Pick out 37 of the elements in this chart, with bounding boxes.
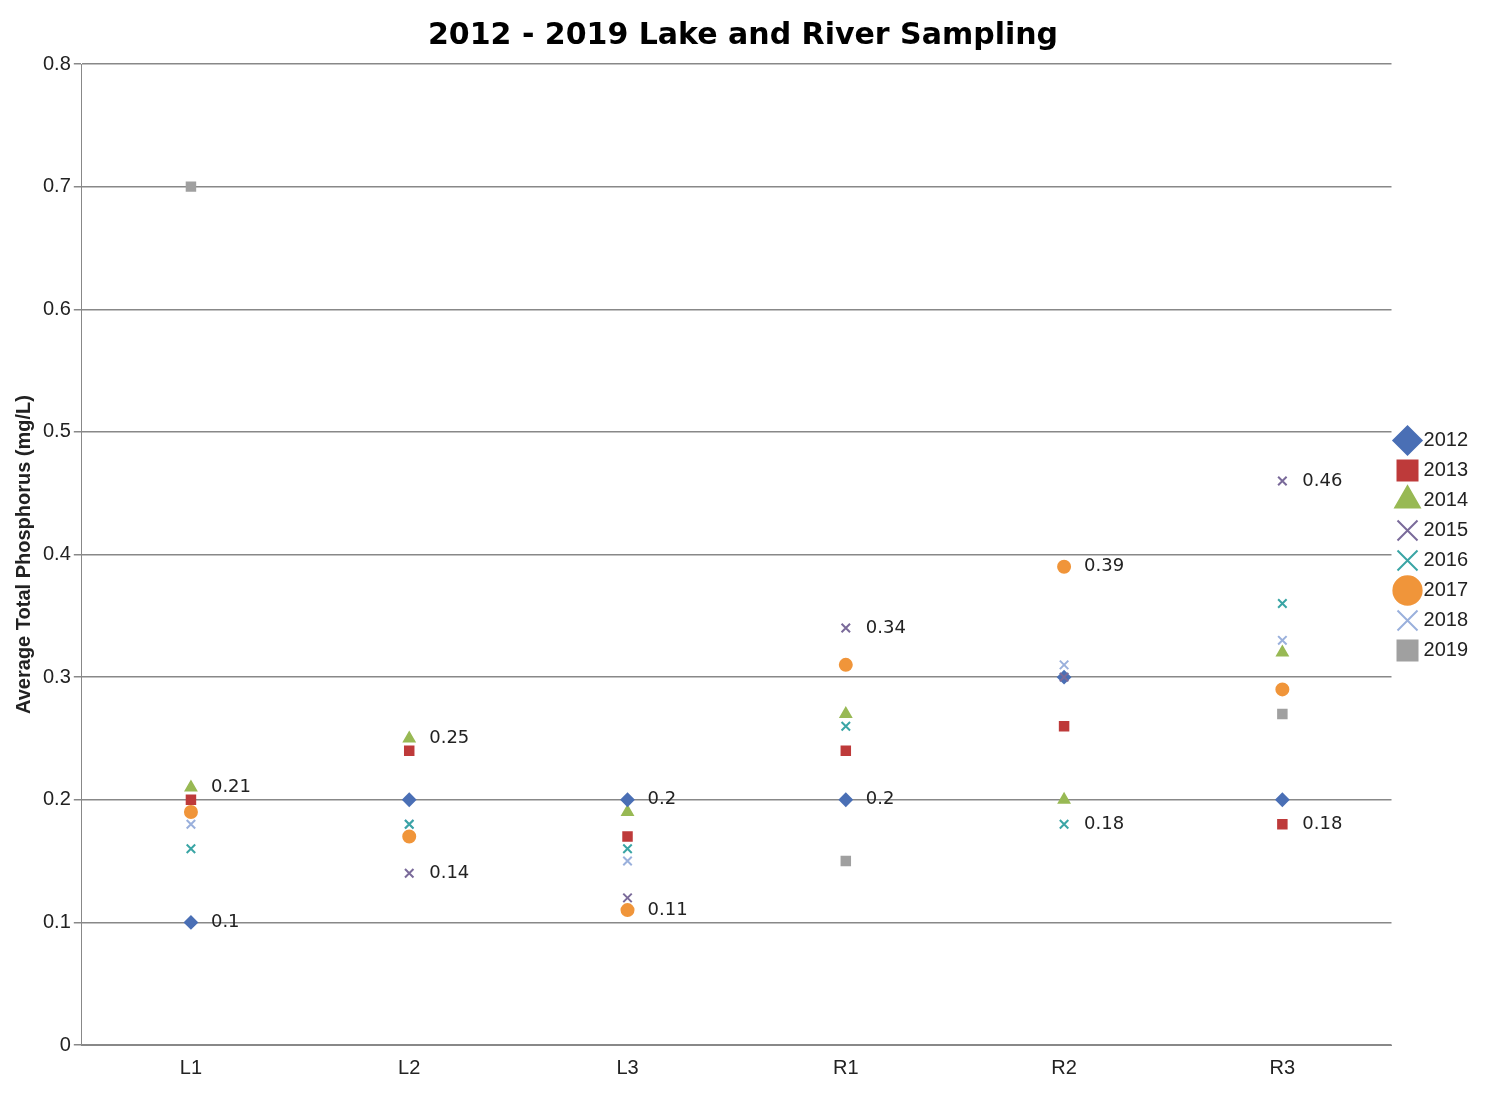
data-label: 0.34 — [865, 615, 906, 637]
legend-label: 2012 — [1423, 428, 1469, 451]
y-tick-label: 0.6 — [42, 296, 71, 319]
y-tick-label: 0.8 — [42, 51, 71, 74]
data-label: 0.39 — [1084, 554, 1125, 576]
chart-title: 2012 - 2019 Lake and River Sampling — [427, 15, 1059, 51]
x-tick-label: L1 — [179, 1055, 203, 1078]
x-tick-label: L2 — [398, 1055, 421, 1078]
data-label: 0.11 — [647, 897, 688, 919]
legend-label: 2014 — [1423, 488, 1469, 511]
legend-label: 2018 — [1423, 608, 1469, 631]
data-label: 0.18 — [1302, 811, 1343, 833]
data-label: 0.18 — [1084, 811, 1125, 833]
data-label: 0.14 — [429, 861, 470, 882]
data-label: 0.25 — [429, 726, 470, 748]
y-tick-label: 0.3 — [42, 664, 71, 687]
x-tick-label: R1 — [833, 1055, 859, 1078]
data-label: 0.1 — [210, 910, 240, 932]
x-tick-label: L3 — [616, 1055, 639, 1078]
legend-label: 2015 — [1423, 518, 1469, 541]
data-label: 0.2 — [647, 787, 677, 809]
y-tick-label: 0.1 — [42, 909, 71, 932]
data-label: 0.2 — [865, 787, 895, 809]
y-tick-label: 0.7 — [42, 174, 71, 197]
data-label: 0.46 — [1302, 468, 1343, 490]
y-tick-label: 0 — [59, 1032, 71, 1055]
legend-label: 2019 — [1423, 638, 1469, 661]
legend-label: 2016 — [1423, 548, 1469, 571]
legend-label: 2017 — [1423, 578, 1469, 601]
y-axis-title: Average Total Phosphorus (mg/L) — [11, 395, 34, 714]
y-tick-label: 0.2 — [42, 787, 71, 810]
x-tick-label: R2 — [1051, 1055, 1077, 1078]
y-tick-label: 0.4 — [42, 542, 71, 565]
x-tick-label: R3 — [1269, 1055, 1296, 1078]
data-label: 0.21 — [210, 775, 252, 797]
legend-label: 2013 — [1423, 458, 1469, 481]
y-tick-label: 0.5 — [42, 419, 71, 442]
